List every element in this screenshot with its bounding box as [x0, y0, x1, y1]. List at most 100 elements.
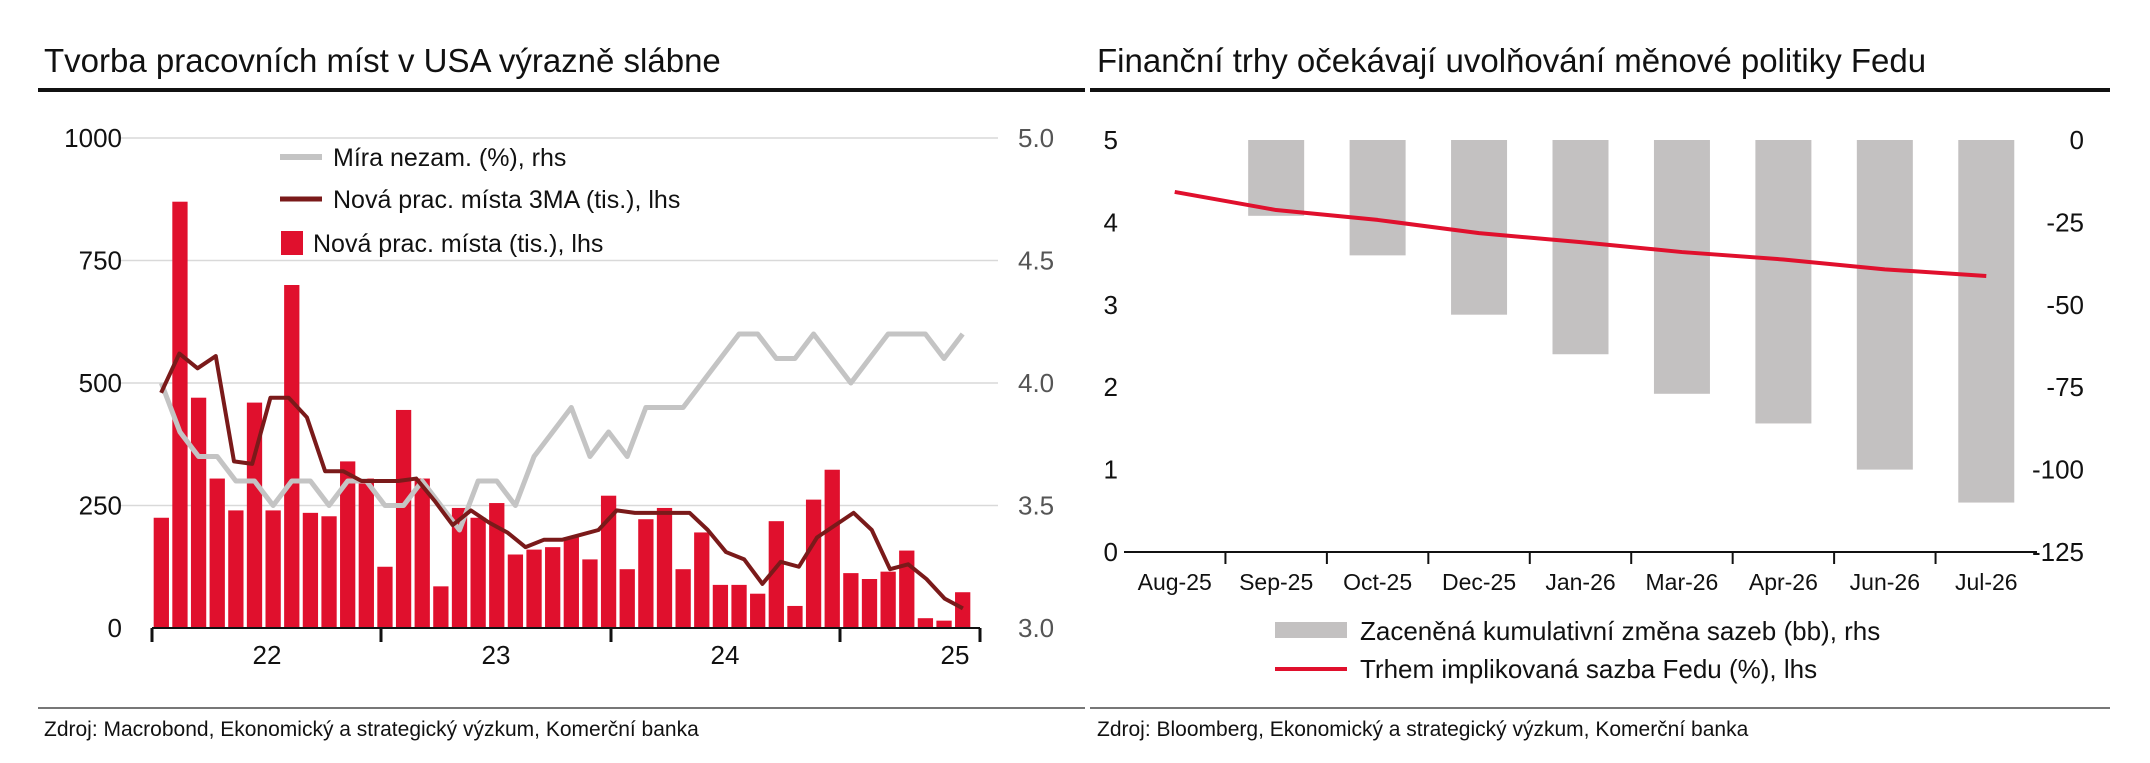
job-bar	[899, 550, 915, 628]
y-right-tick-label: 4.0	[1018, 368, 1054, 398]
jobs-3ma-line	[159, 351, 964, 611]
job-bar	[712, 584, 729, 628]
job-bar	[507, 554, 524, 628]
left-source-rule	[38, 707, 1085, 709]
job-bar	[917, 618, 934, 628]
job-bar	[787, 605, 803, 628]
right-source-rule	[1090, 707, 2110, 709]
legend-label: Zaceněná kumulativní změna sazeb (bb), r…	[1360, 616, 1880, 646]
y-left-tick-label: 1000	[64, 123, 122, 153]
job-bar	[489, 503, 505, 628]
rate-change-bar	[1349, 140, 1406, 256]
y-right-tick-label: -75	[2046, 372, 2084, 402]
rate-change-bar	[1248, 140, 1305, 216]
implied-rate-line	[1174, 189, 1987, 278]
x-tick-label: Jun-26	[1850, 569, 1920, 595]
job-bar	[395, 409, 412, 628]
x-tick-label: Aug-25	[1138, 569, 1212, 595]
x-tick-label: Jan-26	[1545, 569, 1615, 595]
job-bar	[228, 510, 244, 628]
job-bar	[284, 285, 300, 628]
job-bar	[358, 478, 374, 628]
x-tick-label: 22	[253, 640, 282, 670]
y-right-tick-label: -50	[2046, 290, 2084, 320]
rate-change-bar	[1552, 140, 1609, 355]
y-right-tick-label: -125	[2032, 537, 2084, 567]
job-bar	[321, 516, 337, 628]
job-bar	[153, 517, 169, 628]
legend-label: Trhem implikovaná sazba Fedu (%), lhs	[1360, 654, 1817, 684]
job-bar	[545, 547, 561, 628]
legend-label: Nová prac. místa 3MA (tis.), lhs	[333, 186, 680, 214]
right-chart-plot: 5 4 3 2 1 0 0 -25 -50 -75 -100 -125 Aug-25 Sep-25 Oct-…	[1104, 125, 2084, 684]
x-tick-label: 25	[941, 640, 970, 670]
right-chart-source: Zdroj: Bloomberg, Ekonomický a strategic…	[1097, 718, 1749, 741]
job-bar	[955, 592, 971, 628]
y-left-tick-label: 3	[1104, 290, 1118, 320]
job-bar	[265, 510, 281, 628]
job-bar	[861, 579, 878, 628]
x-tick-label: Sep-25	[1239, 569, 1313, 595]
left-chart-source: Zdroj: Macrobond, Ekonomický a strategic…	[44, 718, 699, 741]
rate-change-bar	[1755, 140, 1812, 424]
left-title-rule	[38, 88, 1085, 92]
x-tick-label: 23	[482, 640, 511, 670]
job-bar	[750, 593, 766, 628]
right-chart-title: Finanční trhy očekávají uvolňování měnov…	[1097, 42, 1927, 79]
job-bar	[600, 495, 617, 628]
x-tick-label: Jul-26	[1955, 569, 2018, 595]
rate-change-bar	[1653, 140, 1710, 394]
right-chart-panel: Finanční trhy očekávají uvolňování měnov…	[1090, 0, 2150, 763]
y-left-tick-label: 500	[79, 368, 122, 398]
job-bar	[172, 201, 188, 628]
unemployment-line	[158, 331, 965, 533]
job-bar	[414, 478, 430, 628]
job-bar	[190, 397, 207, 628]
x-tick-label: 24	[711, 640, 740, 670]
left-chart-panel: Tvorba pracovních míst v USA výrazně slá…	[38, 42, 1085, 741]
job-bar	[209, 478, 225, 628]
job-bar	[451, 507, 468, 628]
job-bar	[563, 537, 579, 628]
job-bar	[731, 584, 747, 628]
job-bar	[246, 402, 263, 628]
y-right-tick-label: 0	[2070, 125, 2084, 155]
job-bar	[377, 566, 393, 628]
job-bar	[619, 569, 635, 628]
y-left-tick-label: 4	[1104, 207, 1118, 237]
left-chart-title: Tvorba pracovních míst v USA výrazně slá…	[44, 42, 721, 79]
y-left-tick-label: 2	[1104, 372, 1118, 402]
x-tick-label: Dec-25	[1442, 569, 1516, 595]
rate-change-bar	[1451, 140, 1508, 315]
legend-swatch	[1275, 622, 1347, 638]
rate-change-bar	[1958, 140, 2015, 503]
y-left-tick-label: 5	[1104, 125, 1118, 155]
y-right-tick-label: -25	[2046, 207, 2084, 237]
legend-label: Nová prac. místa (tis.), lhs	[313, 230, 603, 258]
job-bar	[470, 517, 486, 628]
job-bar	[302, 512, 319, 628]
job-bar	[843, 573, 859, 628]
y-left-tick-label: 1	[1104, 455, 1118, 485]
y-right-tick-label: 5.0	[1018, 123, 1054, 153]
job-bar	[675, 569, 691, 628]
job-bar	[656, 507, 673, 628]
right-title-rule	[1090, 88, 2110, 92]
y-left-tick-label: 250	[79, 491, 122, 521]
left-chart-plot: 1000 750 500 250 0 5.0 4.5 4.0 3.5 3.0 22 23 24 25 Mír…	[64, 123, 1054, 670]
rate-change-bar	[1856, 140, 1913, 470]
legend-swatch	[281, 231, 303, 255]
legend-label: Míra nezam. (%), rhs	[333, 144, 566, 172]
job-bar	[340, 461, 356, 628]
job-bar	[694, 532, 710, 628]
y-right-tick-label: 3.0	[1018, 613, 1054, 643]
y-left-tick-label: 750	[79, 246, 122, 276]
job-bar	[768, 521, 784, 628]
x-tick-label: Mar-26	[1646, 569, 1719, 595]
x-tick-label: Apr-26	[1749, 569, 1818, 595]
y-right-tick-label: 3.5	[1018, 491, 1054, 521]
x-tick-label: Oct-25	[1343, 569, 1412, 595]
job-bar	[805, 499, 822, 628]
job-bar	[433, 586, 449, 628]
y-right-tick-label: -100	[2032, 455, 2084, 485]
